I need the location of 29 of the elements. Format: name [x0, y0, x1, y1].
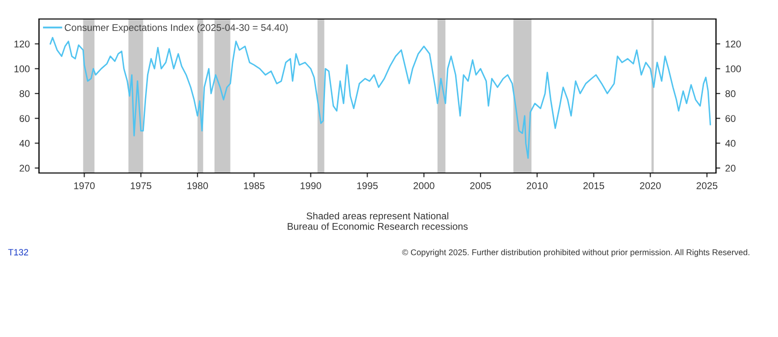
x-tick-label: 1980: [187, 182, 208, 190]
x-tick-label: 1975: [130, 182, 152, 190]
x-tick-label: 2025: [696, 182, 718, 190]
y2-tick-label: 120: [726, 40, 741, 48]
x-tick-label: 1985: [244, 182, 265, 190]
y2-tick-label: 20: [726, 164, 736, 172]
y-tick-label: 40: [19, 140, 30, 147]
x-tick-label: 1990: [300, 182, 322, 190]
text: © Copyright 2025. Further distribution prohibited without prior permission. All Rights Reserved.: [402, 249, 750, 257]
x-tick-label: 2005: [470, 182, 491, 190]
legend-label: Consumer Expectations Index (2025-04-30 = 54.40): [64, 24, 288, 33]
line-series: [50, 36, 712, 159]
x-tick-label: 2020: [640, 182, 661, 190]
y2-tick-label: 40: [725, 140, 736, 147]
y-tick-label: 60: [20, 115, 30, 122]
y-tick-label: 120: [14, 40, 30, 48]
y-tick-label: 100: [14, 65, 30, 72]
text: T132: [8, 249, 28, 256]
x-tick-label: 1970: [74, 182, 95, 190]
x-tick-label: 2015: [583, 182, 604, 190]
x-tick-label: 1995: [357, 182, 378, 190]
y-tick-label: 80: [20, 90, 30, 98]
text: Shaded areas represent National Bureau of Economic Research recessions: [288, 212, 468, 230]
x-tick-label: 2000: [414, 182, 434, 190]
x-tick-label: 2010: [526, 182, 548, 190]
y2-tick-label: 100: [726, 65, 741, 72]
y2-tick-label: 60: [726, 115, 736, 122]
y-tick-label: 20: [20, 164, 30, 172]
y2-tick-label: 80: [725, 90, 736, 98]
